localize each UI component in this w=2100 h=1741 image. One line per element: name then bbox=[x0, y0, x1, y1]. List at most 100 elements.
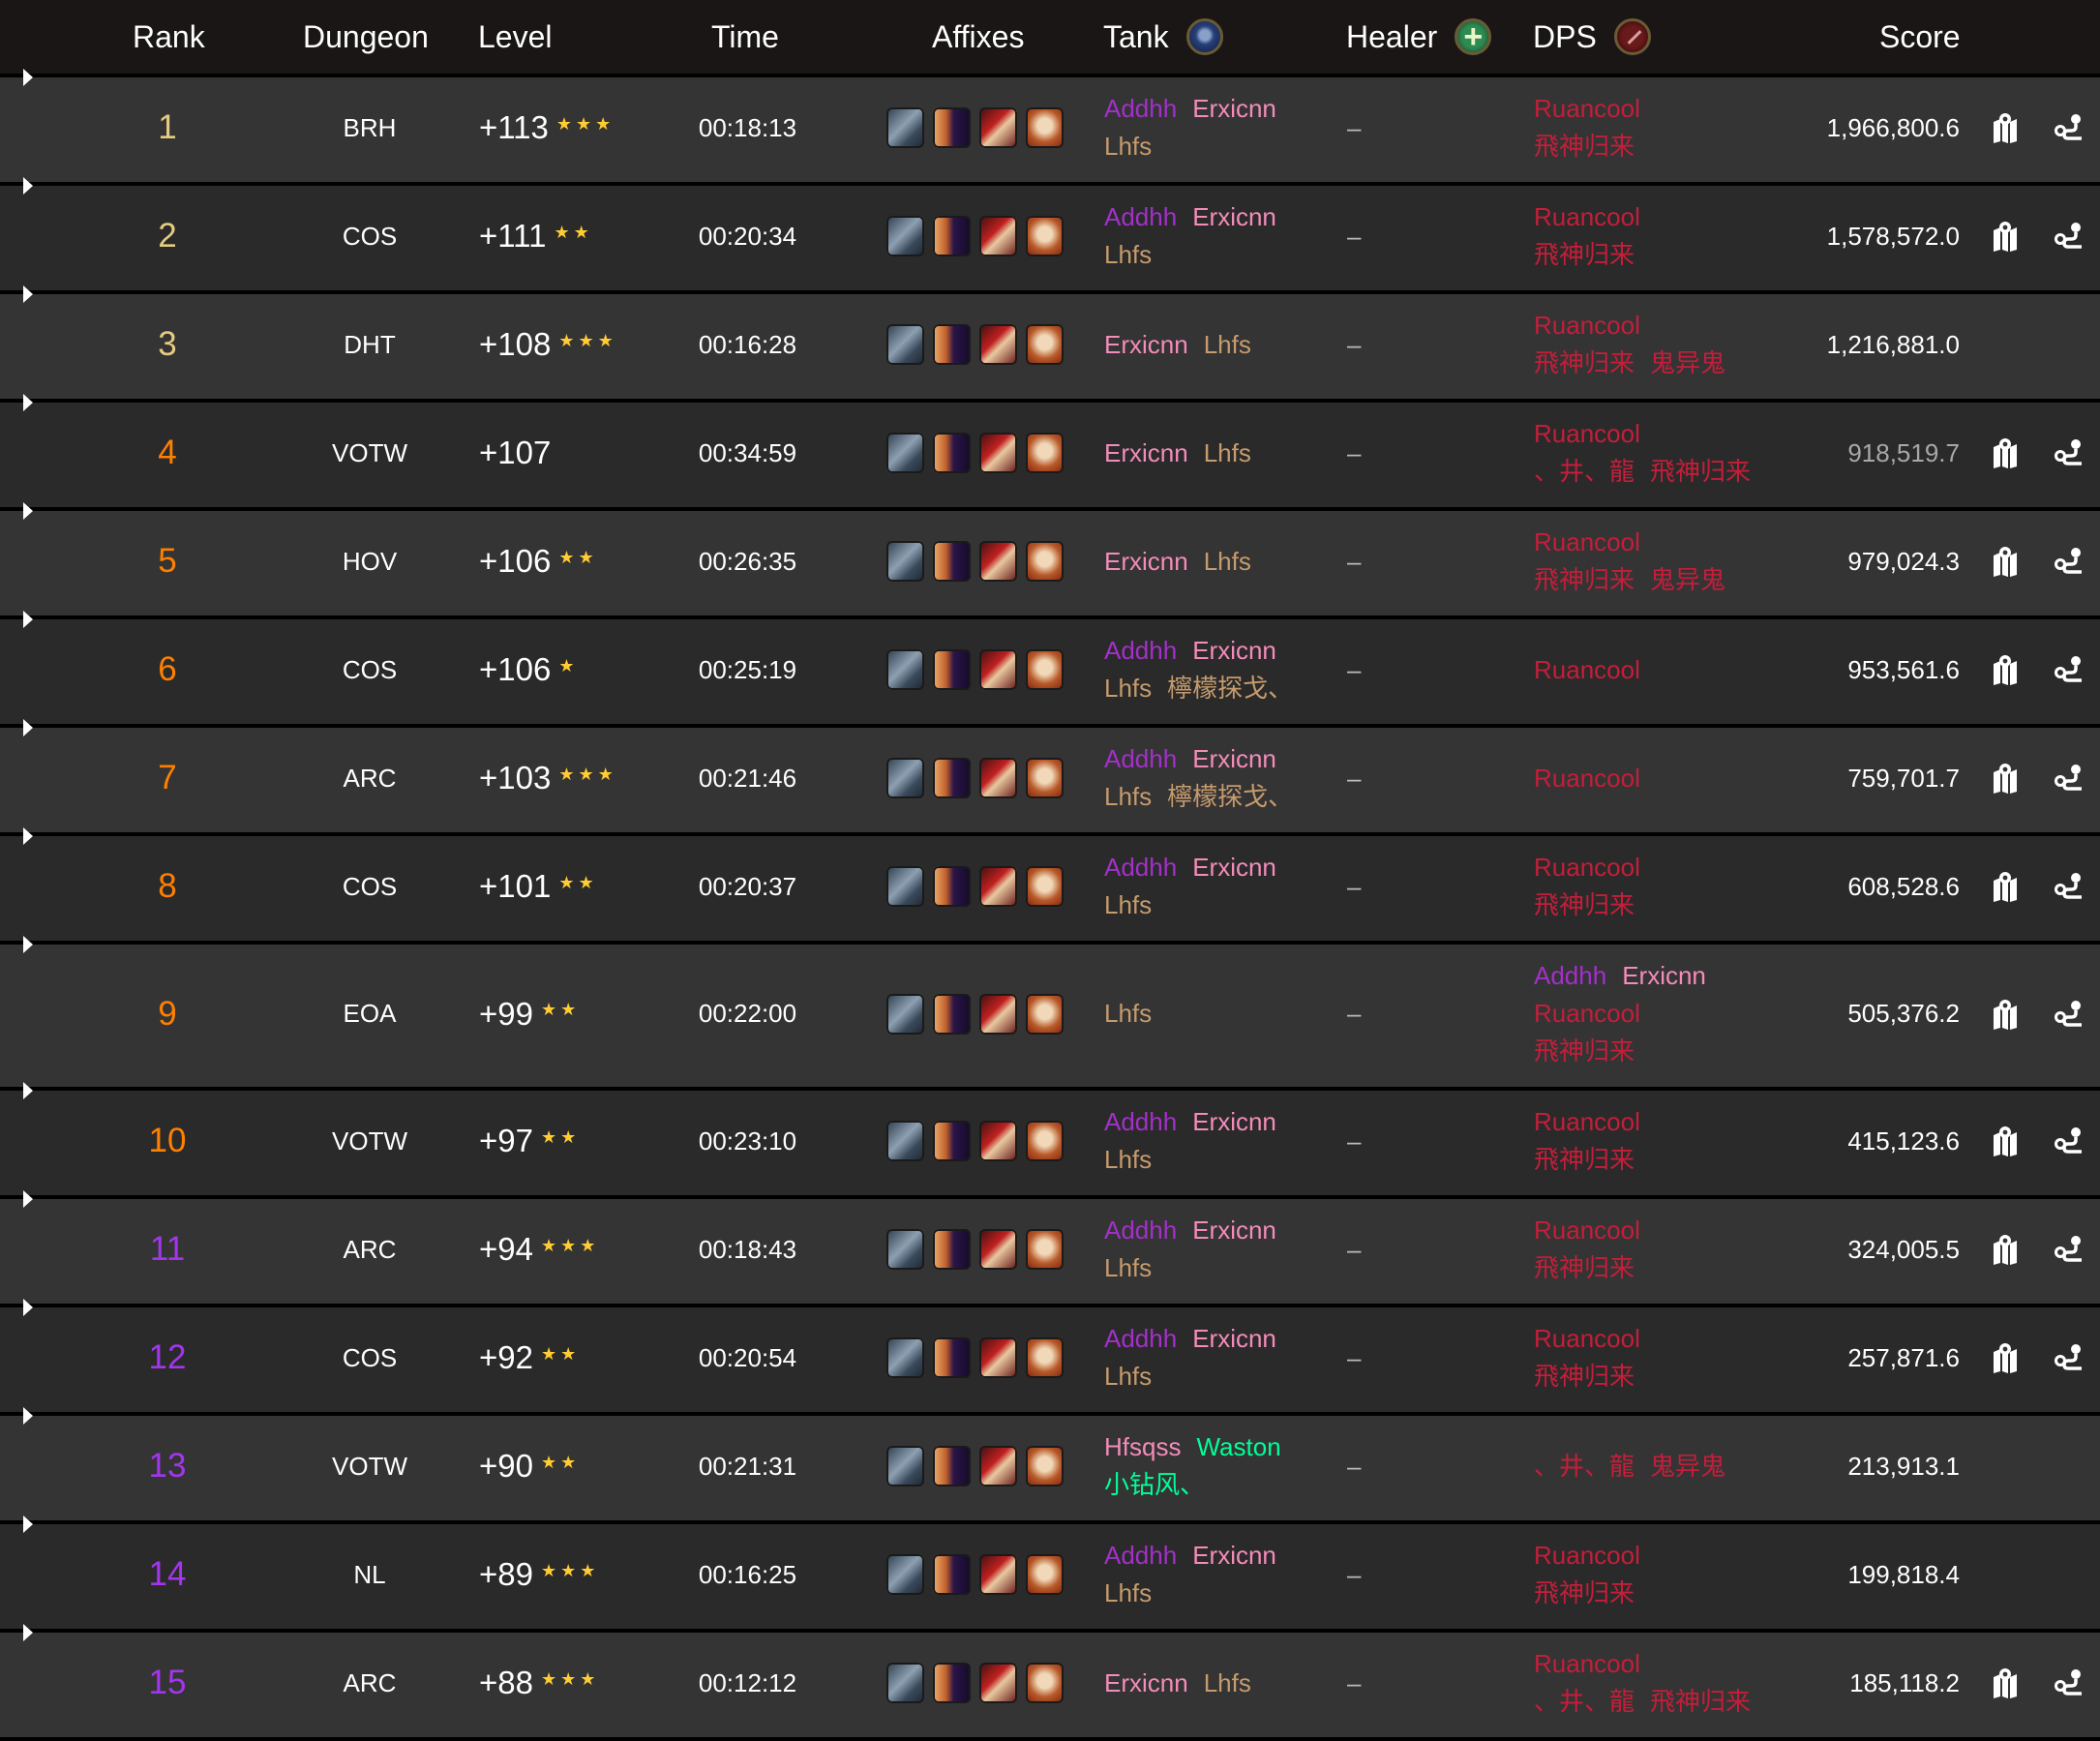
table-row[interactable]: 9 EOA +99 ★★ 00:22:00 Lhfs – Addhh Erxicnn Ruanco… bbox=[0, 936, 2100, 1091]
player-name[interactable]: Ruancool bbox=[1534, 1216, 1640, 1245]
player-name[interactable]: Lhfs bbox=[1104, 1253, 1153, 1282]
dungeon-name[interactable]: EOA bbox=[343, 999, 397, 1028]
player-name[interactable]: Addhh bbox=[1104, 744, 1178, 773]
player-name[interactable]: Addhh bbox=[1104, 1107, 1178, 1136]
player-name[interactable]: Addhh bbox=[1104, 202, 1178, 231]
bolstering-icon[interactable] bbox=[979, 1663, 1017, 1703]
skull-affix-icon[interactable] bbox=[1026, 1337, 1064, 1378]
bursting-icon[interactable] bbox=[933, 758, 971, 798]
player-name[interactable]: 飛神归来 bbox=[1534, 132, 1635, 161]
tyrannical-icon[interactable] bbox=[886, 1554, 924, 1595]
tyrannical-icon[interactable] bbox=[886, 1229, 924, 1270]
skull-affix-icon[interactable] bbox=[1026, 541, 1064, 582]
player-name[interactable]: Erxicnn bbox=[1192, 1541, 1276, 1570]
dungeon-name[interactable]: BRH bbox=[343, 112, 397, 142]
table-row[interactable]: 8 COS +101 ★★ 00:20:37 Addhh Erxicnn Lhfs – Ruanc… bbox=[0, 827, 2100, 945]
map-icon[interactable] bbox=[1989, 728, 2022, 828]
map-icon[interactable] bbox=[1989, 186, 2022, 286]
player-name[interactable]: 飛神归来 bbox=[1534, 1145, 1635, 1174]
player-name[interactable]: 飛神归来 bbox=[1650, 1687, 1752, 1716]
header-level[interactable]: Level bbox=[478, 19, 553, 54]
bolstering-icon[interactable] bbox=[979, 1446, 1017, 1486]
map-icon[interactable] bbox=[1989, 836, 2022, 937]
player-name[interactable]: Erxicnn bbox=[1192, 94, 1276, 123]
player-name[interactable]: Ruancool bbox=[1534, 311, 1640, 340]
player-name[interactable]: 飛神归来 bbox=[1534, 565, 1635, 594]
bolstering-icon[interactable] bbox=[979, 324, 1017, 365]
route-icon[interactable] bbox=[2053, 945, 2085, 1083]
dungeon-name[interactable]: COS bbox=[342, 871, 398, 901]
skull-affix-icon[interactable] bbox=[1026, 866, 1064, 907]
dungeon-name[interactable]: ARC bbox=[343, 763, 397, 793]
skull-affix-icon[interactable] bbox=[1026, 1663, 1064, 1703]
player-name[interactable]: 飛神归来 bbox=[1534, 240, 1635, 269]
player-name[interactable]: Erxicnn bbox=[1192, 202, 1276, 231]
player-name[interactable]: 鬼异鬼 bbox=[1650, 1451, 1726, 1481]
player-name[interactable]: Hfsqss bbox=[1104, 1432, 1182, 1461]
dungeon-name[interactable]: NL bbox=[353, 1559, 386, 1589]
tyrannical-icon[interactable] bbox=[886, 1121, 924, 1161]
bursting-icon[interactable] bbox=[933, 866, 971, 907]
table-row[interactable]: 14 NL +89 ★★★ 00:16:25 Addhh Erxicnn Lhfs – Ruanc… bbox=[0, 1516, 2100, 1633]
tyrannical-icon[interactable] bbox=[886, 216, 924, 256]
map-icon[interactable] bbox=[1989, 77, 2022, 178]
route-icon[interactable] bbox=[2053, 728, 2085, 828]
bursting-icon[interactable] bbox=[933, 541, 971, 582]
tyrannical-icon[interactable] bbox=[886, 1663, 924, 1703]
player-name[interactable]: Lhfs bbox=[1203, 437, 1251, 467]
player-name[interactable]: Ruancool bbox=[1534, 527, 1640, 556]
player-name[interactable]: Ruancool bbox=[1534, 1541, 1640, 1570]
player-name[interactable]: Ruancool bbox=[1534, 999, 1640, 1028]
tyrannical-icon[interactable] bbox=[886, 866, 924, 907]
bursting-icon[interactable] bbox=[933, 433, 971, 473]
map-icon[interactable] bbox=[1989, 945, 2022, 1083]
table-row[interactable]: 5 HOV +106 ★★ 00:26:35 Erxicnn Lhfs – Ruancool 飛神… bbox=[0, 502, 2100, 619]
map-icon[interactable] bbox=[1989, 1307, 2022, 1408]
player-name[interactable]: 飛神归来 bbox=[1534, 1253, 1635, 1282]
player-name[interactable]: Erxicnn bbox=[1192, 636, 1276, 665]
bolstering-icon[interactable] bbox=[979, 216, 1017, 256]
player-name[interactable]: 飛神归来 bbox=[1534, 1578, 1635, 1607]
route-icon[interactable] bbox=[2053, 836, 2085, 937]
player-name[interactable]: Lhfs bbox=[1104, 999, 1153, 1028]
map-icon[interactable] bbox=[1989, 1091, 2022, 1191]
dungeon-name[interactable]: VOTW bbox=[332, 1451, 407, 1481]
header-score[interactable]: Score bbox=[1879, 19, 1961, 54]
player-name[interactable]: Ruancool bbox=[1534, 1649, 1640, 1678]
bursting-icon[interactable] bbox=[933, 1337, 971, 1378]
player-name[interactable]: Ruancool bbox=[1534, 1107, 1640, 1136]
player-name[interactable]: Ruancool bbox=[1534, 763, 1640, 793]
table-row[interactable]: 7 ARC +103 ★★★ 00:21:46 Addhh Erxicnn Lhfs 檸檬探戈、… bbox=[0, 719, 2100, 836]
bolstering-icon[interactable] bbox=[979, 107, 1017, 148]
table-row[interactable]: 6 COS +106 ★ 00:25:19 Addhh Erxicnn Lhfs 檸檬探戈、 – R… bbox=[0, 611, 2100, 728]
player-name[interactable]: Lhfs bbox=[1104, 674, 1153, 703]
map-icon[interactable] bbox=[1989, 1199, 2022, 1300]
bursting-icon[interactable] bbox=[933, 1663, 971, 1703]
table-row[interactable]: 11 ARC +94 ★★★ 00:18:43 Addhh Erxicnn Lhfs – Ruan… bbox=[0, 1190, 2100, 1307]
tyrannical-icon[interactable] bbox=[886, 107, 924, 148]
bursting-icon[interactable] bbox=[933, 1554, 971, 1595]
player-name[interactable]: Ruancool bbox=[1534, 1324, 1640, 1353]
route-icon[interactable] bbox=[2053, 619, 2085, 720]
player-name[interactable]: Ruancool bbox=[1534, 202, 1640, 231]
dungeon-name[interactable]: VOTW bbox=[332, 1126, 407, 1156]
table-row[interactable]: 13 VOTW +90 ★★ 00:21:31 Hfsqss Waston 小钻风、 – 、井、龍… bbox=[0, 1407, 2100, 1524]
route-icon[interactable] bbox=[2053, 511, 2085, 612]
route-icon[interactable] bbox=[2053, 403, 2085, 503]
player-name[interactable]: 、井、龍 bbox=[1534, 1451, 1635, 1481]
map-icon[interactable] bbox=[1989, 1633, 2022, 1733]
player-name[interactable]: Erxicnn bbox=[1622, 961, 1706, 990]
bolstering-icon[interactable] bbox=[979, 649, 1017, 690]
player-name[interactable]: 鬼异鬼 bbox=[1650, 348, 1726, 377]
bursting-icon[interactable] bbox=[933, 1446, 971, 1486]
player-name[interactable]: Ruancool bbox=[1534, 853, 1640, 882]
route-icon[interactable] bbox=[2053, 77, 2085, 178]
bolstering-icon[interactable] bbox=[979, 1121, 1017, 1161]
header-time[interactable]: Time bbox=[711, 19, 779, 54]
skull-affix-icon[interactable] bbox=[1026, 758, 1064, 798]
player-name[interactable]: Waston bbox=[1196, 1432, 1281, 1461]
route-icon[interactable] bbox=[2053, 1633, 2085, 1733]
map-icon[interactable] bbox=[1989, 403, 2022, 503]
player-name[interactable]: Lhfs bbox=[1104, 782, 1153, 811]
table-row[interactable]: 1 BRH +113 ★★★ 00:18:13 Addhh Erxicnn Lhfs – Ruan… bbox=[0, 69, 2100, 186]
